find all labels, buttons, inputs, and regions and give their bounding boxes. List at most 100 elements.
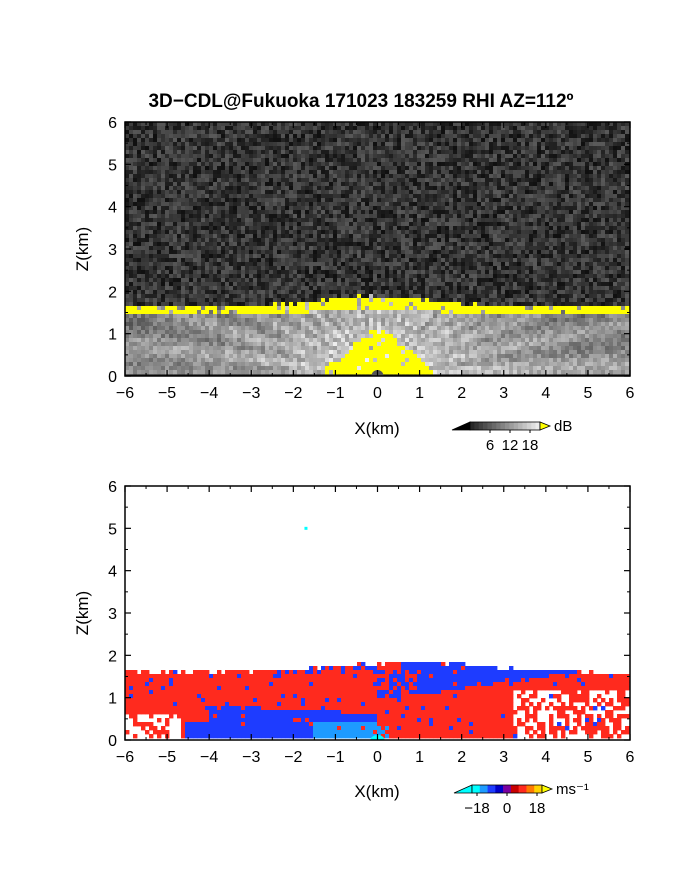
reflectivity-cell [257, 254, 262, 259]
reflectivity-cell [253, 242, 258, 247]
reflectivity-cell [245, 178, 250, 183]
reflectivity-cell [257, 234, 262, 239]
reflectivity-cell [473, 258, 478, 263]
reflectivity-cell [601, 154, 606, 159]
reflectivity-cell [265, 218, 270, 223]
reflectivity-cell [493, 222, 498, 227]
reflectivity-cell [589, 146, 594, 151]
reflectivity-cell [613, 154, 618, 159]
reflectivity-cell [237, 186, 242, 191]
reflectivity-cell [469, 262, 474, 267]
reflectivity-cell [237, 222, 242, 227]
reflectivity-cell [133, 142, 138, 147]
reflectivity-cell [321, 170, 326, 175]
reflectivity-cell [609, 202, 614, 207]
reflectivity-cell [441, 214, 446, 219]
reflectivity-cell [357, 134, 362, 139]
reflectivity-cell [373, 178, 378, 183]
reflectivity-cell [405, 162, 410, 167]
reflectivity-cell [605, 198, 610, 203]
reflectivity-cell [177, 234, 182, 239]
reflectivity-cell [321, 182, 326, 187]
reflectivity-cell [465, 206, 470, 211]
reflectivity-cell [377, 146, 382, 151]
reflectivity-cell [533, 122, 538, 127]
reflectivity-cell [505, 178, 510, 183]
reflectivity-cell [421, 214, 426, 219]
reflectivity-cell [513, 178, 518, 183]
reflectivity-cell [621, 150, 626, 155]
reflectivity-cell [581, 166, 586, 171]
reflectivity-cell [433, 186, 438, 191]
reflectivity-cell [469, 162, 474, 167]
reflectivity-cell [313, 166, 318, 171]
reflectivity-cell [433, 218, 438, 223]
reflectivity-cell [573, 238, 578, 243]
reflectivity-cell [221, 130, 226, 135]
reflectivity-cell [605, 162, 610, 167]
reflectivity-cell [357, 266, 362, 271]
reflectivity-cell [193, 234, 198, 239]
reflectivity-cell [553, 170, 558, 175]
reflectivity-cell [369, 162, 374, 167]
reflectivity-cell [477, 250, 482, 255]
reflectivity-cell [289, 202, 294, 207]
reflectivity-cell [449, 266, 454, 271]
reflectivity-cell [141, 262, 146, 267]
reflectivity-cell [157, 166, 162, 171]
reflectivity-cell [193, 246, 198, 251]
reflectivity-cell [185, 174, 190, 179]
reflectivity-cell [217, 162, 222, 167]
reflectivity-cell [325, 274, 330, 279]
reflectivity-cell [229, 206, 234, 211]
reflectivity-cell [525, 206, 530, 211]
reflectivity-cell [169, 270, 174, 275]
reflectivity-cell [441, 258, 446, 263]
reflectivity-cell [401, 258, 406, 263]
reflectivity-cell [133, 190, 138, 195]
reflectivity-cell [145, 210, 150, 215]
reflectivity-cell [285, 222, 290, 227]
reflectivity-cell [285, 230, 290, 235]
reflectivity-cell [321, 230, 326, 235]
reflectivity-cell [489, 262, 494, 267]
reflectivity-cell [573, 270, 578, 275]
reflectivity-cell [233, 222, 238, 227]
reflectivity-cell [521, 126, 526, 131]
reflectivity-cell [277, 274, 282, 279]
reflectivity-cell [341, 254, 346, 259]
reflectivity-cell [493, 266, 498, 271]
reflectivity-cell [265, 186, 270, 191]
reflectivity-cell [269, 170, 274, 175]
reflectivity-cell [189, 242, 194, 247]
reflectivity-cell [581, 226, 586, 231]
reflectivity-cell [441, 174, 446, 179]
reflectivity-cell [477, 226, 482, 231]
reflectivity-cell [549, 258, 554, 263]
reflectivity-cell [153, 222, 158, 227]
reflectivity-cell [265, 182, 270, 187]
reflectivity-cell [461, 222, 466, 227]
reflectivity-cell [533, 170, 538, 175]
reflectivity-cell [249, 154, 254, 159]
reflectivity-cell [305, 142, 310, 147]
reflectivity-cell [333, 210, 338, 215]
reflectivity-cell [233, 174, 238, 179]
reflectivity-cell [145, 258, 150, 263]
reflectivity-cell [625, 230, 630, 235]
reflectivity-cell [345, 134, 350, 139]
reflectivity-cell [377, 138, 382, 143]
reflectivity-cell [217, 186, 222, 191]
reflectivity-cell [337, 278, 342, 283]
reflectivity-cell [497, 146, 502, 151]
reflectivity-cell [413, 146, 418, 151]
reflectivity-cell [281, 274, 286, 279]
reflectivity-cell [233, 186, 238, 191]
reflectivity-cell [573, 254, 578, 259]
reflectivity-cell [557, 142, 562, 147]
reflectivity-cell [597, 266, 602, 271]
reflectivity-cell [521, 230, 526, 235]
reflectivity-cell [193, 250, 198, 255]
reflectivity-cell [349, 174, 354, 179]
reflectivity-cell [245, 198, 250, 203]
